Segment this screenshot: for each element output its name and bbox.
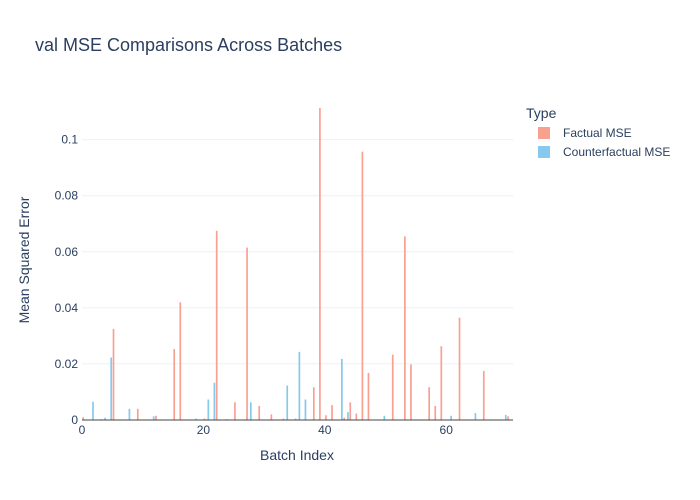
bar-factual[interactable] [246, 247, 248, 420]
bar-counterfactual[interactable] [110, 357, 113, 420]
x-tick-labels: 0 20 40 60 [79, 423, 454, 437]
bar-factual[interactable] [331, 405, 333, 420]
bar-counterfactual[interactable] [383, 415, 386, 420]
bar-factual[interactable] [234, 402, 236, 420]
bar-counterfactual[interactable] [104, 417, 106, 420]
bar-factual[interactable] [349, 402, 352, 420]
bar-counterfactual[interactable] [92, 401, 94, 420]
x-tick-label: 0 [79, 423, 86, 437]
bar-counterfactual[interactable] [341, 358, 343, 420]
bar-counterfactual[interactable] [474, 412, 477, 420]
bar-factual[interactable] [155, 415, 157, 420]
bar-factual[interactable] [112, 328, 115, 420]
bar-counterfactual[interactable] [249, 402, 252, 420]
bar-factual[interactable] [440, 346, 443, 420]
bar-factual[interactable] [434, 405, 437, 420]
legend: Type Factual MSE Counterfactual MSE [526, 105, 670, 159]
y-tick-label: 0.1 [61, 133, 78, 147]
x-tick-label: 60 [440, 423, 454, 437]
y-tick-label: 0.06 [55, 245, 79, 259]
bar-factual[interactable] [294, 418, 297, 420]
bar-factual[interactable] [355, 413, 358, 420]
bar-counterfactual[interactable] [347, 412, 349, 420]
bar-counterfactual[interactable] [152, 416, 155, 420]
bar-counterfactual[interactable] [298, 351, 301, 420]
x-tick-label: 20 [197, 423, 211, 437]
bar-factual[interactable] [82, 417, 84, 420]
bar-counterfactual[interactable] [213, 382, 216, 420]
bar-factual[interactable] [312, 387, 315, 420]
bar-factual[interactable] [391, 354, 394, 420]
chart-title: val MSE Comparisons Across Batches [35, 35, 342, 55]
legend-label-counterfactual: Counterfactual MSE [563, 145, 670, 159]
bar-factual[interactable] [482, 370, 485, 420]
x-tick-label: 40 [318, 423, 332, 437]
bar-factual[interactable] [270, 414, 273, 420]
y-tick-label: 0 [71, 413, 78, 427]
y-tick-label: 0.04 [55, 301, 79, 315]
y-tick-label: 0.08 [55, 189, 79, 203]
x-axis-title: Batch Index [260, 447, 334, 463]
bar-factual[interactable] [343, 417, 346, 420]
bar-counterfactual[interactable] [286, 385, 289, 420]
bar-counterfactual[interactable] [195, 418, 198, 420]
bar-factual[interactable] [404, 236, 406, 420]
y-tick-label: 0.02 [55, 357, 79, 371]
legend-swatch-factual [538, 127, 550, 139]
bar-factual[interactable] [282, 418, 285, 420]
legend-title: Type [526, 105, 557, 121]
bar-factual[interactable] [173, 349, 176, 420]
bar-factual[interactable] [410, 364, 412, 420]
bar-factual[interactable] [507, 416, 509, 420]
bar-factual[interactable] [215, 230, 218, 420]
bar-counterfactual[interactable] [207, 399, 210, 420]
bar-counterfactual[interactable] [504, 414, 507, 420]
bar-factual[interactable] [203, 418, 206, 420]
bar-factual[interactable] [258, 405, 261, 420]
bar-factual[interactable] [319, 107, 321, 420]
bar-counterfactual[interactable] [304, 399, 307, 420]
bar-factual[interactable] [367, 372, 370, 420]
bar-counterfactual[interactable] [128, 408, 131, 420]
bar-counterfactual[interactable] [450, 415, 452, 420]
grid [82, 139, 513, 365]
legend-swatch-counterfactual [538, 146, 550, 158]
bars [82, 107, 513, 421]
bar-factual[interactable] [428, 387, 431, 420]
legend-label-factual: Factual MSE [563, 126, 632, 140]
y-tick-labels: 0 0.02 0.04 0.06 0.08 0.1 [55, 133, 79, 427]
bar-factual[interactable] [458, 317, 461, 420]
bar-factual[interactable] [325, 415, 327, 420]
bar-factual[interactable] [361, 151, 364, 420]
y-axis-title: Mean Squared Error [16, 196, 32, 323]
bar-factual[interactable] [179, 302, 182, 420]
bar-factual[interactable] [136, 408, 139, 420]
